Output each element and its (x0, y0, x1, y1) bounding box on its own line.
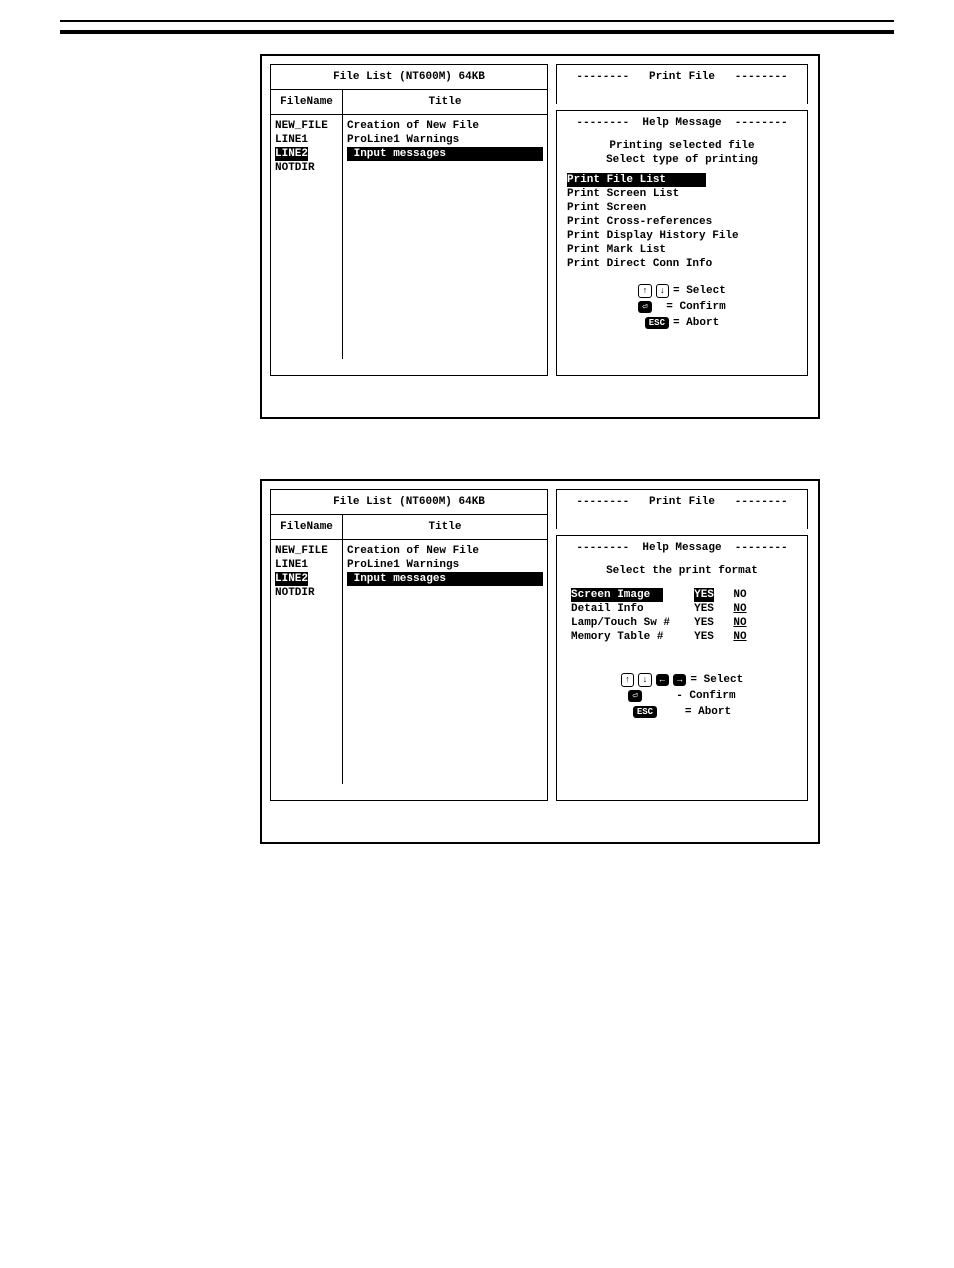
help-line: Select type of printing (567, 153, 797, 167)
print-format-option[interactable]: Memory Table #YES NO (571, 630, 797, 644)
key-confirm: = Confirm (666, 299, 725, 315)
print-menu-item[interactable]: Print Cross-references (567, 215, 797, 229)
left-arrow-icon: ← (656, 674, 669, 686)
key-select: = Select (690, 672, 743, 688)
help-line: Printing selected file (567, 139, 797, 153)
col-title: Title (343, 90, 547, 114)
file-title: Input messages (347, 572, 543, 586)
print-menu-item[interactable]: Print Mark List (567, 243, 797, 257)
down-arrow-icon: ↓ (656, 284, 669, 298)
file-name[interactable]: LINE1 (275, 558, 338, 572)
key-abort: = Abort (685, 704, 731, 720)
help-message-label: Help Message (642, 542, 721, 554)
file-title: ProLine1 Warnings (347, 133, 543, 147)
file-name[interactable]: NEW_FILE (275, 544, 338, 558)
esc-key-icon: ESC (633, 706, 657, 718)
esc-key-icon: ESC (645, 317, 669, 329)
file-title: Input messages (347, 147, 543, 161)
file-name[interactable]: NOTDIR (275, 586, 338, 600)
file-list-panel: File List (NT600M) 64KB FileName Title N… (270, 64, 548, 376)
enter-key-icon: ⏎ (628, 690, 641, 702)
print-menu-item[interactable]: Print File List (567, 173, 797, 187)
file-title: Creation of New File (347, 544, 543, 558)
up-arrow-icon: ↑ (638, 284, 651, 298)
right-arrow-icon: → (673, 674, 686, 686)
help-message-label: Help Message (642, 117, 721, 129)
col-filename: FileName (271, 90, 343, 114)
key-select: = Select (673, 283, 726, 299)
print-format-option[interactable]: Lamp/Touch Sw #YES NO (571, 616, 797, 630)
file-list-header: File List (NT600M) 64KB (271, 65, 547, 90)
print-menu-item[interactable]: Print Display History File (567, 229, 797, 243)
screenshot-print-file-menu: File List (NT600M) 64KB FileName Title N… (260, 54, 820, 419)
print-menu-item[interactable]: Print Direct Conn Info (567, 257, 797, 271)
print-file-header: -------- Print File -------- (556, 489, 808, 529)
file-title: ProLine1 Warnings (347, 558, 543, 572)
help-panel: -------- Help Message -------- Select th… (556, 535, 808, 801)
up-arrow-icon: ↑ (621, 673, 634, 687)
print-menu-item[interactable]: Print Screen List (567, 187, 797, 201)
help-line: Select the print format (567, 564, 797, 578)
help-panel: -------- Help Message -------- Printing … (556, 110, 808, 376)
file-name[interactable]: LINE2 (275, 572, 338, 586)
file-name[interactable]: NOTDIR (275, 161, 338, 175)
down-arrow-icon: ↓ (638, 673, 651, 687)
col-title: Title (343, 515, 547, 539)
print-format-option[interactable]: Detail InfoYES NO (571, 602, 797, 616)
file-name[interactable]: LINE2 (275, 147, 338, 161)
file-title: Creation of New File (347, 119, 543, 133)
screenshot-print-format: File List (NT600M) 64KB FileName Title N… (260, 479, 820, 844)
file-list-panel: File List (NT600M) 64KB FileName Title N… (270, 489, 548, 801)
print-file-header: -------- Print File -------- (556, 64, 808, 104)
file-list-header: File List (NT600M) 64KB (271, 490, 547, 515)
file-name[interactable]: NEW_FILE (275, 119, 338, 133)
enter-key-icon: ⏎ (638, 301, 651, 313)
key-confirm: - Confirm (676, 688, 735, 704)
print-menu-item[interactable]: Print Screen (567, 201, 797, 215)
file-name[interactable]: LINE1 (275, 133, 338, 147)
col-filename: FileName (271, 515, 343, 539)
print-format-option[interactable]: Screen Image YES NO (571, 588, 797, 602)
key-abort: = Abort (673, 315, 719, 331)
